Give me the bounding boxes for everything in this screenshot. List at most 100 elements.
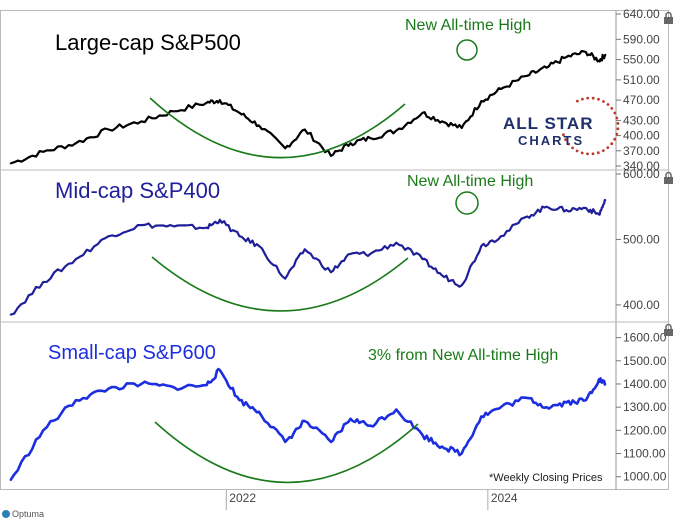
data-point xyxy=(303,248,306,251)
logo-star-dot xyxy=(610,142,614,146)
y-tick-label: 470.00 xyxy=(623,93,660,107)
data-point xyxy=(140,224,143,226)
data-point xyxy=(218,99,221,101)
y-tick-label: 1200.00 xyxy=(623,423,667,437)
cup-pattern-arc xyxy=(149,97,406,159)
logo-star-dot xyxy=(613,137,617,141)
data-point xyxy=(604,199,607,201)
data-point xyxy=(565,56,568,58)
logo-star-dot xyxy=(575,149,579,153)
logo-star-dot xyxy=(591,96,595,100)
data-point xyxy=(258,245,260,247)
data-point xyxy=(284,277,286,280)
series-line xyxy=(10,198,606,316)
data-point xyxy=(421,434,424,436)
annotation-text: New All-time High xyxy=(407,173,533,190)
data-point xyxy=(330,271,332,273)
lock-icon xyxy=(664,323,673,336)
data-point xyxy=(395,241,398,244)
data-point xyxy=(218,219,221,221)
y-tick-label: 1600.00 xyxy=(623,331,667,345)
data-point xyxy=(441,445,443,448)
data-point xyxy=(565,401,568,404)
data-point xyxy=(107,128,110,131)
data-point xyxy=(349,142,352,144)
logo-star-dot xyxy=(564,138,567,141)
data-point xyxy=(526,75,528,77)
y-tick-label: 370.00 xyxy=(623,144,660,158)
data-point xyxy=(9,162,12,165)
data-point xyxy=(284,147,286,150)
data-point xyxy=(604,383,607,385)
x-tick-label: 2024 xyxy=(491,491,518,505)
data-point xyxy=(480,100,483,102)
logo-star-dot xyxy=(586,96,590,100)
data-point xyxy=(545,66,548,69)
data-point xyxy=(395,129,398,132)
logo-line1: ALL STAR xyxy=(503,114,594,133)
data-point xyxy=(42,281,45,283)
y-tick-label: 500.00 xyxy=(623,232,660,246)
data-point xyxy=(598,378,600,381)
logo-star-dot xyxy=(606,146,610,149)
series-line xyxy=(9,367,607,481)
y-tick-label: 590.00 xyxy=(623,32,660,46)
lock-icon xyxy=(664,11,673,24)
y-tick-label: 600.00 xyxy=(623,167,660,181)
optuma-brand: Optuma xyxy=(2,509,44,519)
data-point xyxy=(460,127,463,129)
data-point xyxy=(460,284,463,287)
logo-star-dot xyxy=(562,133,565,137)
data-point xyxy=(218,369,221,371)
data-point xyxy=(238,112,241,114)
data-point xyxy=(500,406,502,408)
data-point xyxy=(460,452,463,455)
data-point xyxy=(480,245,483,247)
data-point xyxy=(42,429,45,432)
data-point xyxy=(349,417,352,420)
data-point xyxy=(421,112,424,114)
logo-star-dot xyxy=(606,103,610,106)
y-tick-label: 340.00 xyxy=(623,159,660,173)
data-point xyxy=(598,59,600,62)
logo-star-dot xyxy=(580,151,584,155)
data-point xyxy=(238,399,241,402)
data-point xyxy=(395,408,398,411)
logo-star-dot xyxy=(602,100,605,103)
chart-frame xyxy=(0,10,669,490)
ath-circle-marker xyxy=(455,191,479,215)
annotation-text: New All-time High xyxy=(405,17,531,34)
logo-star-dot xyxy=(615,116,619,120)
data-point xyxy=(369,424,371,427)
data-point xyxy=(205,101,208,104)
data-point xyxy=(441,274,443,277)
data-point xyxy=(369,253,371,255)
data-point xyxy=(173,225,175,228)
y-tick-label: 550.00 xyxy=(623,53,660,67)
y-tick-label: 1100.00 xyxy=(623,447,666,461)
logo-star-dot xyxy=(597,97,600,101)
data-point xyxy=(303,420,306,422)
y-tick-label: 400.00 xyxy=(623,129,660,143)
logo-star-dot xyxy=(575,99,579,103)
optuma-label: Optuma xyxy=(12,509,45,519)
data-point xyxy=(258,410,260,413)
logo-star-dot xyxy=(616,122,620,125)
data-point xyxy=(75,142,77,144)
data-point xyxy=(42,151,45,153)
data-point xyxy=(565,209,568,211)
y-tick-label: 400.00 xyxy=(623,298,660,312)
data-point xyxy=(604,53,607,56)
data-point xyxy=(330,441,332,443)
logo-star-ring xyxy=(562,96,620,156)
data-point xyxy=(238,235,241,237)
y-tick-label: 430.00 xyxy=(623,113,660,127)
data-point xyxy=(421,258,424,260)
data-point xyxy=(140,120,143,123)
weekly-closing-note: *Weekly Closing Prices xyxy=(489,472,603,484)
data-point xyxy=(526,215,528,218)
cup-pattern-arc xyxy=(154,421,419,484)
logo-star-dot xyxy=(596,151,600,155)
logo-star-dot xyxy=(616,127,620,131)
